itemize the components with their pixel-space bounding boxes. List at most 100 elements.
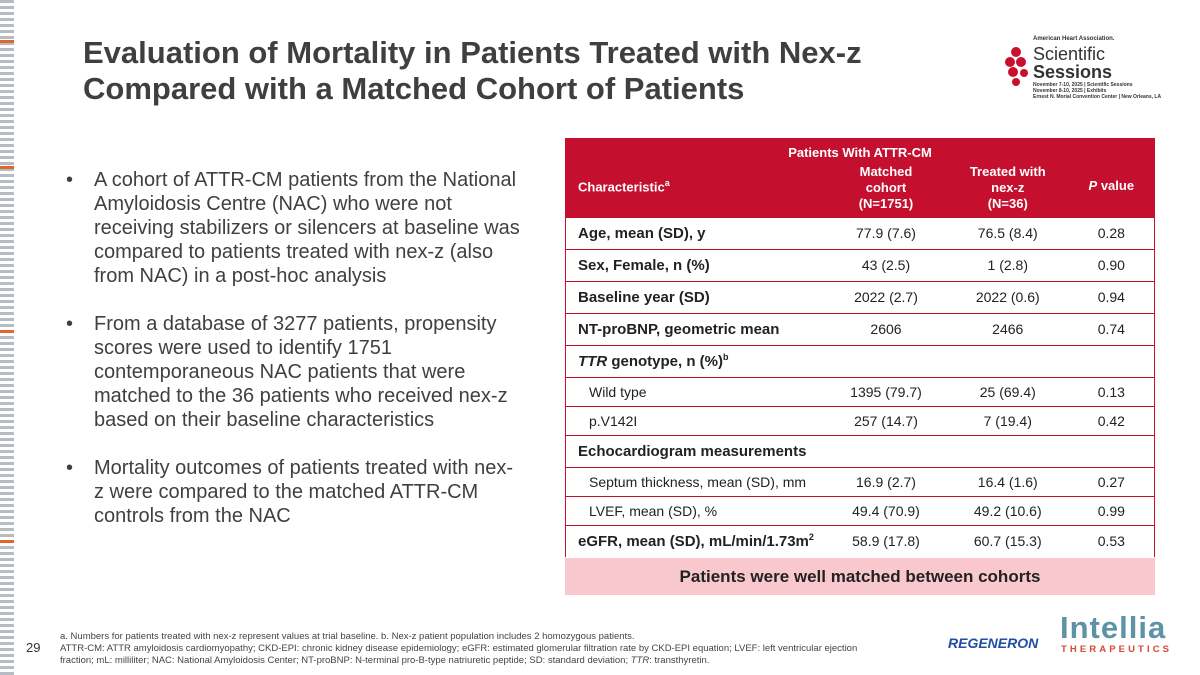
cell-value: 0.94 [1068, 280, 1155, 313]
row-label: LVEF, mean (SD), % [565, 495, 826, 525]
sub-row: Septum thickness, mean (SD), mm 16.9 (2.7… [565, 466, 1155, 496]
row-label: Wild type [565, 376, 826, 406]
cell-value: 49.2 (10.6) [946, 495, 1069, 525]
cell-value: 1 (2.8) [946, 248, 1069, 281]
header-cell: Treated with nex-z (N=36) [946, 138, 1069, 217]
row-label: Age, mean (SD), y [565, 216, 826, 249]
cell-value: 76.5 (8.4) [946, 216, 1069, 249]
cell-value: 60.7 (15.3) [946, 524, 1069, 557]
row: Echocardiogram measurements [565, 434, 1155, 467]
logo-date: Ernest N. Morial Convention Center | New… [1033, 94, 1162, 100]
header-cell: Characteristica [565, 138, 826, 217]
cell-value: 7 (19.4) [946, 405, 1069, 435]
logo-date: November 8-10, 2025 | Exhibits [1033, 88, 1107, 94]
header-row: Characteristica Matched cohort (N=1751) Trea… [565, 138, 1155, 217]
title-line: Evaluation of Mortality in Patients Trea… [83, 35, 862, 70]
text: Sex, Female, n (%) [578, 256, 710, 274]
empty-cell [825, 344, 1155, 377]
logo-text: Sessions [1033, 62, 1113, 82]
cell-value: 1395 (79.7) [825, 376, 947, 406]
cell-value: 0.13 [1068, 376, 1155, 406]
title-line: Compared with a Matched Cohort of Patien… [83, 71, 745, 106]
header-cell: P value [1068, 138, 1155, 217]
cell-value: 0.90 [1068, 248, 1155, 281]
cell-value: 2466 [946, 312, 1069, 345]
bullet: Mortality outcomes of patients treated w… [60, 456, 520, 528]
text: Characteristic [578, 178, 665, 194]
conclusion: Patients were well matched between cohor… [565, 558, 1155, 595]
text: genotype, n (%) [607, 353, 724, 370]
bullet: From a database of 3277 patients, propen… [60, 312, 520, 432]
bullets: A cohort of ATTR-CM patients from the Na… [60, 168, 520, 552]
cell-value: 16.4 (1.6) [946, 466, 1069, 496]
row-label: TTR genotype, n (%)b [565, 344, 826, 377]
logo-mark [1005, 47, 1028, 86]
text-italic: P [1088, 178, 1098, 194]
cell-value: 58.9 (17.8) [825, 524, 947, 557]
footnote: a. Numbers for patients treated with nex… [60, 631, 635, 642]
sub-row: Wild type 1395 (79.7) 25 (69.4) 0.13 [565, 376, 1155, 406]
row-label: Echocardiogram measurements [565, 434, 826, 467]
cell-value: 0.27 [1068, 466, 1155, 496]
row-label: Sex, Female, n (%) [565, 248, 826, 281]
row: Baseline year (SD) 2022 (2.7) 2022 (0.6) 0.… [565, 280, 1155, 313]
header-line: Matched [859, 163, 913, 179]
cell-value: 0.99 [1068, 495, 1155, 525]
row-label: Septum thickness, mean (SD), mm [565, 466, 826, 496]
group-header: Patients With ATTR-CM [788, 145, 932, 160]
logo-text: Scientific [1033, 44, 1106, 64]
regeneron-logo: REGENERON [948, 635, 1039, 651]
footnote: ATTR-CM: ATTR amyloidosis cardiomyopathy… [60, 643, 890, 667]
superscript: a [664, 177, 670, 188]
cell-value: 0.74 [1068, 312, 1155, 345]
superscript: b [723, 352, 729, 362]
row: Age, mean (SD), y 77.9 (7.6) 76.5 (8.4) 0.2… [565, 216, 1155, 249]
header-line: nex-z [991, 179, 1025, 195]
footnotes: a. Numbers for patients treated with nex… [60, 631, 890, 667]
text: Age, mean (SD), y [578, 224, 706, 242]
table: Characteristica Matched cohort (N=1751) Trea… [565, 138, 1155, 557]
cell-value: 0.28 [1068, 216, 1155, 249]
row-label: p.V142I [565, 405, 826, 435]
cell-value: 0.42 [1068, 405, 1155, 435]
empty-cell [825, 434, 1155, 467]
text: Echocardiogram measurements [578, 442, 807, 460]
intellia-logo: Intellia [1060, 610, 1167, 645]
row: TTR genotype, n (%)b [565, 344, 1155, 377]
header-line: (N=1751) [858, 195, 914, 211]
cell-value: 2606 [825, 312, 947, 345]
cell-value: 49.4 (70.9) [825, 495, 947, 525]
row-label: eGFR, mean (SD), mL/min/1.73m2 [565, 524, 826, 557]
text: eGFR, mean (SD), mL/min/1.73m [578, 533, 809, 551]
cell-value: 25 (69.4) [946, 376, 1069, 406]
abbr: TTR [630, 655, 650, 666]
cell-value: 43 (2.5) [825, 248, 947, 281]
cell-value: 2022 (2.7) [825, 280, 947, 313]
cell-value: 0.53 [1068, 524, 1155, 557]
header-line: Treated with [969, 163, 1046, 179]
aha-text: American Heart Association. [1033, 36, 1115, 42]
abbr: : transthyretin. [649, 655, 710, 666]
superscript: 2 [808, 532, 814, 543]
bullet: A cohort of ATTR-CM patients from the Na… [60, 168, 520, 288]
abbr: ATTR-CM: ATTR amyloidosis cardiomyopathy… [60, 643, 858, 666]
text: Baseline year (SD) [578, 288, 710, 306]
logo-date: November 7-10, 2025 | Scientific Session… [1033, 82, 1133, 88]
header-line: cohort [865, 179, 907, 195]
row: NT-proBNP, geometric mean 2606 2466 0.74 [565, 312, 1155, 345]
title: Evaluation of Mortality in Patients Trea… [83, 35, 862, 107]
header-cell: Matched cohort (N=1751) [825, 138, 947, 217]
cell-value: 2022 (0.6) [946, 280, 1069, 313]
row: Sex, Female, n (%) 43 (2.5) 1 (2.8) 0.90 [565, 248, 1155, 281]
intellia-sub: THERAPEUTICS [1061, 644, 1173, 655]
cell-value: 16.9 (2.7) [825, 466, 947, 496]
sub-row: p.V142I 257 (14.7) 7 (19.4) 0.42 [565, 405, 1155, 435]
header-line: (N=36) [987, 195, 1028, 211]
row-label: NT-proBNP, geometric mean [565, 312, 826, 345]
decor-stripe [0, 0, 14, 675]
slide-number: 29 [26, 640, 41, 655]
row-label: Baseline year (SD) [565, 280, 826, 313]
text: value [1097, 178, 1135, 194]
text-italic: TTR [578, 353, 608, 370]
